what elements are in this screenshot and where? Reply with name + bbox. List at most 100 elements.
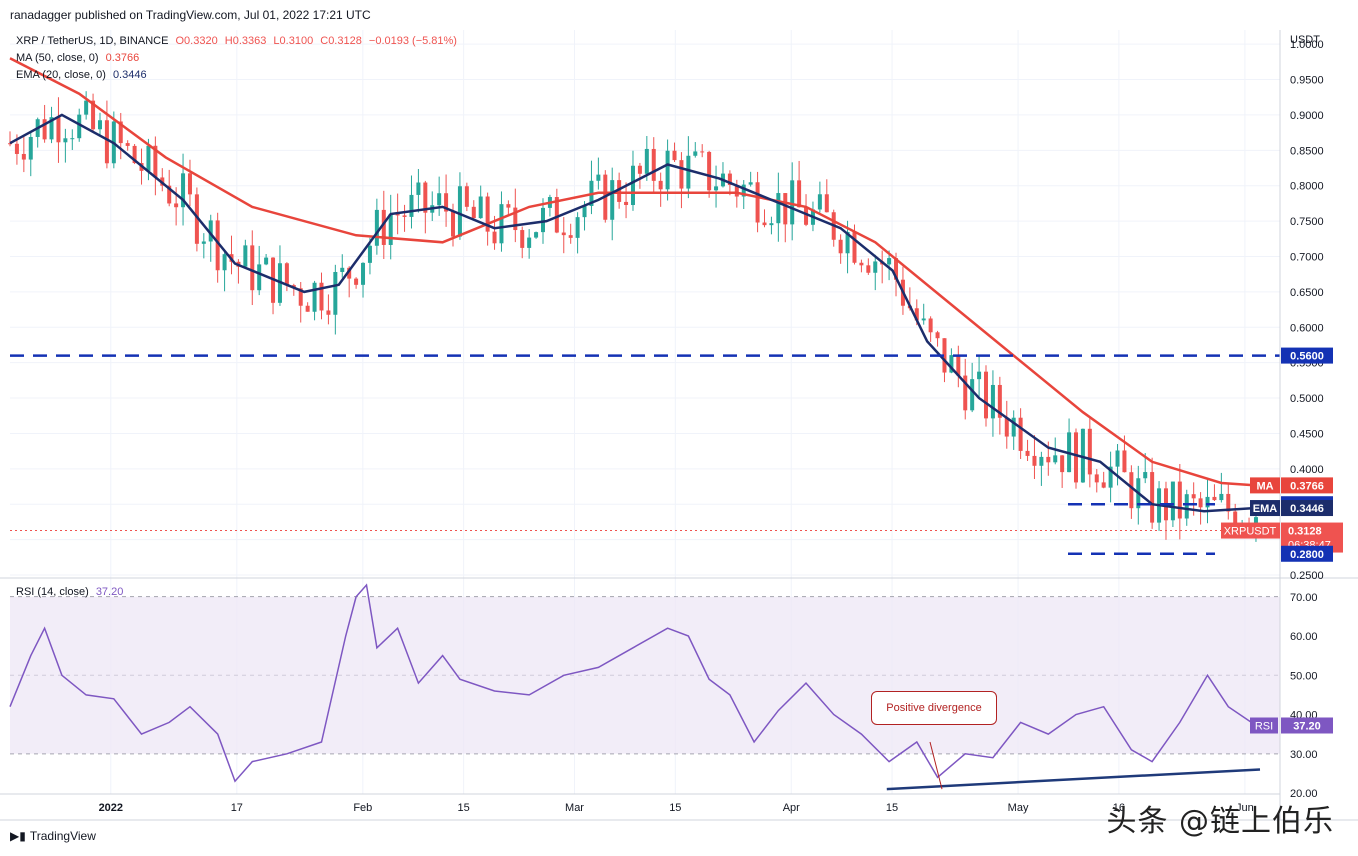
ohlc-open: O0.3320 [175, 35, 218, 47]
candle-body [1108, 466, 1113, 488]
candle-body [1046, 456, 1051, 463]
rsi-tag-name [1250, 717, 1278, 734]
candle-body [783, 193, 788, 225]
candle-body [1025, 450, 1030, 456]
watermark: 头条 @链上伯乐 [1106, 804, 1334, 839]
candle-body [845, 232, 850, 254]
candle-body [707, 151, 712, 191]
candle-body [734, 184, 739, 197]
candle-body [665, 150, 670, 190]
candle-body [326, 310, 331, 315]
candle-body [250, 245, 255, 291]
candle-body [1115, 450, 1120, 467]
price-tick-label: 0.8000 [1290, 181, 1324, 193]
time-tick-label: 17 [231, 802, 243, 814]
ema-value: 0.3446 [112, 69, 147, 81]
rsi-tick-label: 20.00 [1290, 788, 1318, 800]
candle-body [1226, 493, 1231, 512]
candle-body [167, 185, 172, 204]
candle-body [1101, 482, 1106, 488]
candle-body [658, 180, 663, 190]
candle-body [617, 180, 622, 202]
candle-body [1032, 455, 1037, 466]
candle-body [1018, 417, 1023, 451]
candle-body [921, 318, 926, 321]
time-tick-label: 15 [458, 802, 470, 814]
ohlc-low: L0.3100 [273, 35, 314, 47]
candle-body [630, 165, 635, 206]
candle-body [374, 209, 379, 246]
candle-body [215, 220, 220, 271]
candle-body [1060, 455, 1065, 473]
candle-body [554, 197, 559, 233]
candle-body [928, 318, 933, 333]
candle-body [222, 254, 227, 271]
publisher-line: ranadagger published on TradingView.com,… [10, 8, 371, 22]
candle-body [700, 151, 705, 153]
time-tick-label: Mar [565, 802, 584, 814]
candle-body [146, 145, 151, 171]
candle-body [347, 267, 352, 279]
candle-body [14, 143, 19, 154]
candle-body [1080, 428, 1085, 483]
indicator-tag-value [1281, 477, 1333, 494]
indicator-lines [9, 57, 1261, 791]
candle-body [714, 186, 719, 191]
rsi-tick-label: 60.00 [1290, 631, 1318, 643]
candle-body [97, 120, 102, 130]
candle-body [264, 257, 269, 265]
candle-body [894, 258, 899, 280]
candle-body [1129, 472, 1134, 509]
tv-logo-icon: ▶▮ [10, 829, 26, 843]
candle-body [104, 120, 109, 164]
annotation-positive-divergence[interactable]: Positive divergence [871, 691, 997, 725]
candle-body [817, 194, 822, 210]
candle-body [776, 193, 781, 224]
candle-body [1233, 511, 1238, 530]
candle-body [478, 196, 483, 219]
candle-body [804, 207, 809, 225]
price-tick-label: 0.7000 [1290, 251, 1324, 263]
candle-body [118, 121, 123, 144]
ma-legend[interactable]: MA (50, close, 0) 0.3766 [16, 52, 139, 64]
candle-body [963, 375, 968, 411]
candle-body [1094, 474, 1099, 483]
candle-body [298, 288, 303, 306]
candle-body [887, 258, 892, 265]
candle-body [208, 220, 213, 242]
candle-body [624, 201, 629, 206]
candle-body [257, 264, 262, 291]
indicator-tag-name [1250, 500, 1280, 517]
indicator-tag-value-text: 0.3446 [1290, 503, 1324, 515]
symbol-name[interactable]: XRP / TetherUS, 1D, BINANCE [16, 35, 169, 47]
rsi-legend[interactable]: RSI (14, close) 37.20 [16, 586, 123, 598]
candle-body [1087, 428, 1092, 475]
rsi-line [9, 583, 1257, 783]
ema-legend[interactable]: EMA (20, close, 0) 0.3446 [16, 69, 147, 81]
candle-body [499, 204, 504, 244]
rsi-tick-label: 50.00 [1290, 670, 1318, 682]
candle-body [762, 222, 767, 226]
divergence-trendline [886, 768, 1261, 791]
ma-line [9, 57, 1257, 487]
candle-body [485, 196, 490, 232]
indicator-tag-label: EMA [1253, 503, 1278, 515]
candle-body [381, 209, 386, 245]
candle-body [1143, 472, 1148, 479]
candle-body [305, 305, 310, 312]
candle-body [644, 148, 649, 174]
price-tick-label: 1.0000 [1290, 39, 1324, 51]
ohlc-high: H0.3363 [224, 35, 267, 47]
tradingview-logo[interactable]: ▶▮ TradingView [10, 829, 96, 843]
indicator-tag-value-text: 0.3766 [1290, 480, 1324, 492]
candle-body [769, 223, 774, 226]
price-tick-label: 0.2500 [1290, 570, 1324, 582]
candle-body [790, 180, 795, 225]
candle-body [970, 379, 975, 411]
rsi-tick-label: 30.00 [1290, 749, 1318, 761]
annotation-pointer [929, 741, 943, 790]
candle-body [91, 100, 96, 130]
last-price-value: 0.3128 [1288, 526, 1322, 538]
indicator-tag-label: MA [1256, 480, 1273, 492]
